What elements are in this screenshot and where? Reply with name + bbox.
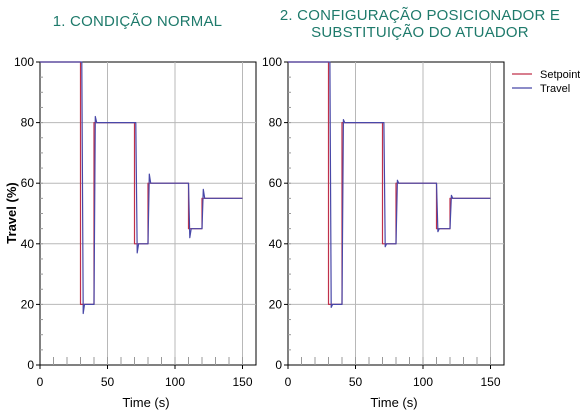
y-axis-label: Travel (%) [4, 182, 19, 243]
chart1: 0 50 100 150 0 20 40 60 80 100 Time (s) Travel (%) [4, 55, 257, 410]
y-tick-label: 40 [269, 237, 283, 251]
chart1-title: 1. CONDIÇÃO NORMAL [52, 13, 223, 30]
x-axis-label: Time (s) [370, 395, 417, 410]
y-tick-label: 100 [262, 55, 282, 69]
legend-label-setpoint: Setpoint [540, 69, 580, 81]
series-line-travel [40, 61, 243, 315]
x-axis-label: Time (s) [122, 395, 169, 410]
x-tick-label: 0 [285, 375, 292, 389]
chart2: 0 50 100 150 0 20 40 60 80 100 Time (s) Setpoint Tra… [262, 55, 580, 410]
x-tick-label: 0 [37, 375, 44, 389]
x-tick-label: 150 [480, 375, 500, 389]
x-tick-label: 50 [101, 375, 115, 389]
y-tick-label: 100 [14, 55, 34, 69]
y-tick-label: 20 [269, 297, 283, 311]
x-tick-label: 50 [349, 375, 363, 389]
y-tick-label: 0 [27, 358, 34, 372]
x-tick-label: 150 [232, 375, 252, 389]
legend-label-travel: Travel [540, 83, 570, 95]
y-tick-label: 20 [21, 297, 35, 311]
y-tick-label: 80 [21, 116, 35, 130]
y-tick-label: 40 [21, 237, 35, 251]
y-tick-label: 60 [269, 176, 283, 190]
y-tick-label: 0 [275, 358, 282, 372]
y-tick-label: 80 [269, 116, 283, 130]
chart2-title: 2. CONFIGURAÇÃO POSICIONADOR E SUBSTITUI… [279, 7, 561, 41]
x-tick-label: 100 [413, 375, 433, 389]
y-tick-label: 60 [21, 176, 35, 190]
x-tick-label: 100 [165, 375, 185, 389]
series-line-travel [288, 61, 491, 308]
